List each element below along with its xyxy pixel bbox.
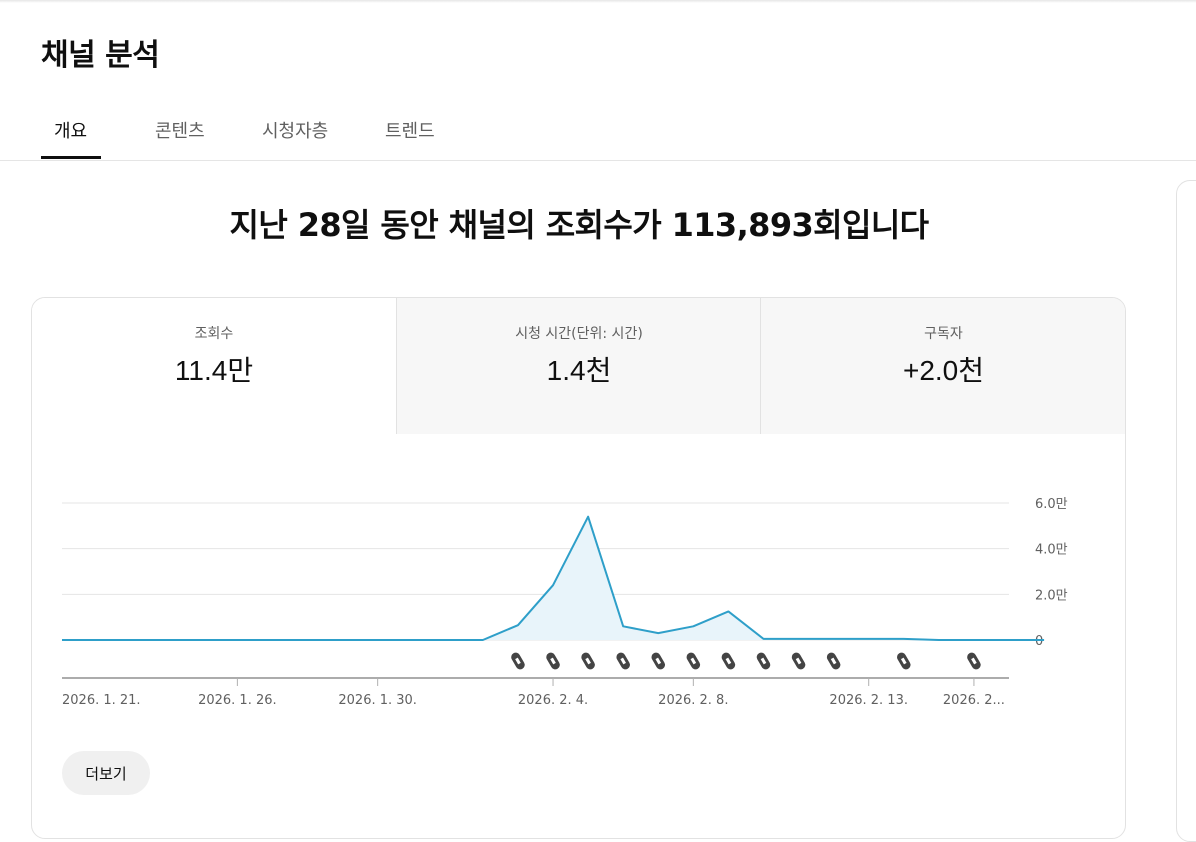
analytics-card: 조회수 11.4만 시청 시간(단위: 시간) 1.4천 구독자 +2.0천 0… [31, 297, 1126, 839]
shorts-icon[interactable] [615, 651, 632, 671]
tab-bar: 채널 분석 개요 콘텐츠 시청자층 트렌드 [0, 0, 1196, 161]
metric-label: 시청 시간(단위: 시간) [397, 323, 761, 343]
x-tick-label: 2026. 2. 4. [518, 693, 588, 708]
x-tick-label: 2026. 1. 21. [62, 693, 141, 708]
metric-subscribers[interactable]: 구독자 +2.0천 [760, 298, 1126, 434]
y-tick-label: 2.0만 [1035, 588, 1068, 603]
shorts-icon[interactable] [966, 651, 983, 671]
shorts-icon[interactable] [720, 651, 737, 671]
shorts-icon[interactable] [895, 651, 912, 671]
tab-audience[interactable]: 시청자층 [262, 117, 328, 143]
see-more-button[interactable]: 더보기 [62, 751, 150, 795]
metric-watch-time[interactable]: 시청 시간(단위: 시간) 1.4천 [396, 298, 761, 434]
metric-views[interactable]: 조회수 11.4만 [32, 298, 396, 434]
shorts-icon[interactable] [545, 651, 562, 671]
shorts-icon[interactable] [755, 651, 772, 671]
metric-value: +2.0천 [761, 349, 1126, 389]
tab-trends[interactable]: 트렌드 [385, 117, 435, 143]
side-panel [1176, 180, 1196, 842]
tab-overview[interactable]: 개요 [54, 117, 87, 143]
metric-label: 구독자 [761, 323, 1126, 343]
shorts-icon[interactable] [650, 651, 667, 671]
x-tick-label: 2026. 1. 26. [198, 693, 277, 708]
metric-label: 조회수 [32, 323, 396, 343]
x-tick-label: 2026. 1. 30. [338, 693, 417, 708]
y-tick-label: 0 [1035, 634, 1043, 649]
y-tick-label: 6.0만 [1035, 497, 1068, 512]
area-fill [62, 517, 1044, 640]
metric-value: 1.4천 [397, 349, 761, 389]
shorts-icon[interactable] [685, 651, 702, 671]
summary-headline: 지난 28일 동안 채널의 조회수가 113,893회입니다 [0, 200, 1158, 246]
shorts-icon[interactable] [510, 651, 527, 671]
shorts-icon[interactable] [580, 651, 597, 671]
views-chart: 0 2.0만 4.0만 6.0만 2026. 1. 21. 2026. 1. 26. 202… [32, 434, 1125, 834]
x-tick-label: 2026. 2. 13. [829, 693, 908, 708]
y-tick-label: 4.0만 [1035, 543, 1068, 558]
metric-value: 11.4만 [32, 349, 396, 389]
page-title: 채널 분석 [41, 30, 159, 74]
x-tick-label: 2026. 2... [943, 693, 1005, 708]
x-tick-label: 2026. 2. 8. [658, 693, 728, 708]
shorts-icon[interactable] [790, 651, 807, 671]
active-tab-indicator [41, 156, 101, 159]
shorts-icon[interactable] [825, 651, 842, 671]
tab-content[interactable]: 콘텐츠 [155, 117, 205, 143]
